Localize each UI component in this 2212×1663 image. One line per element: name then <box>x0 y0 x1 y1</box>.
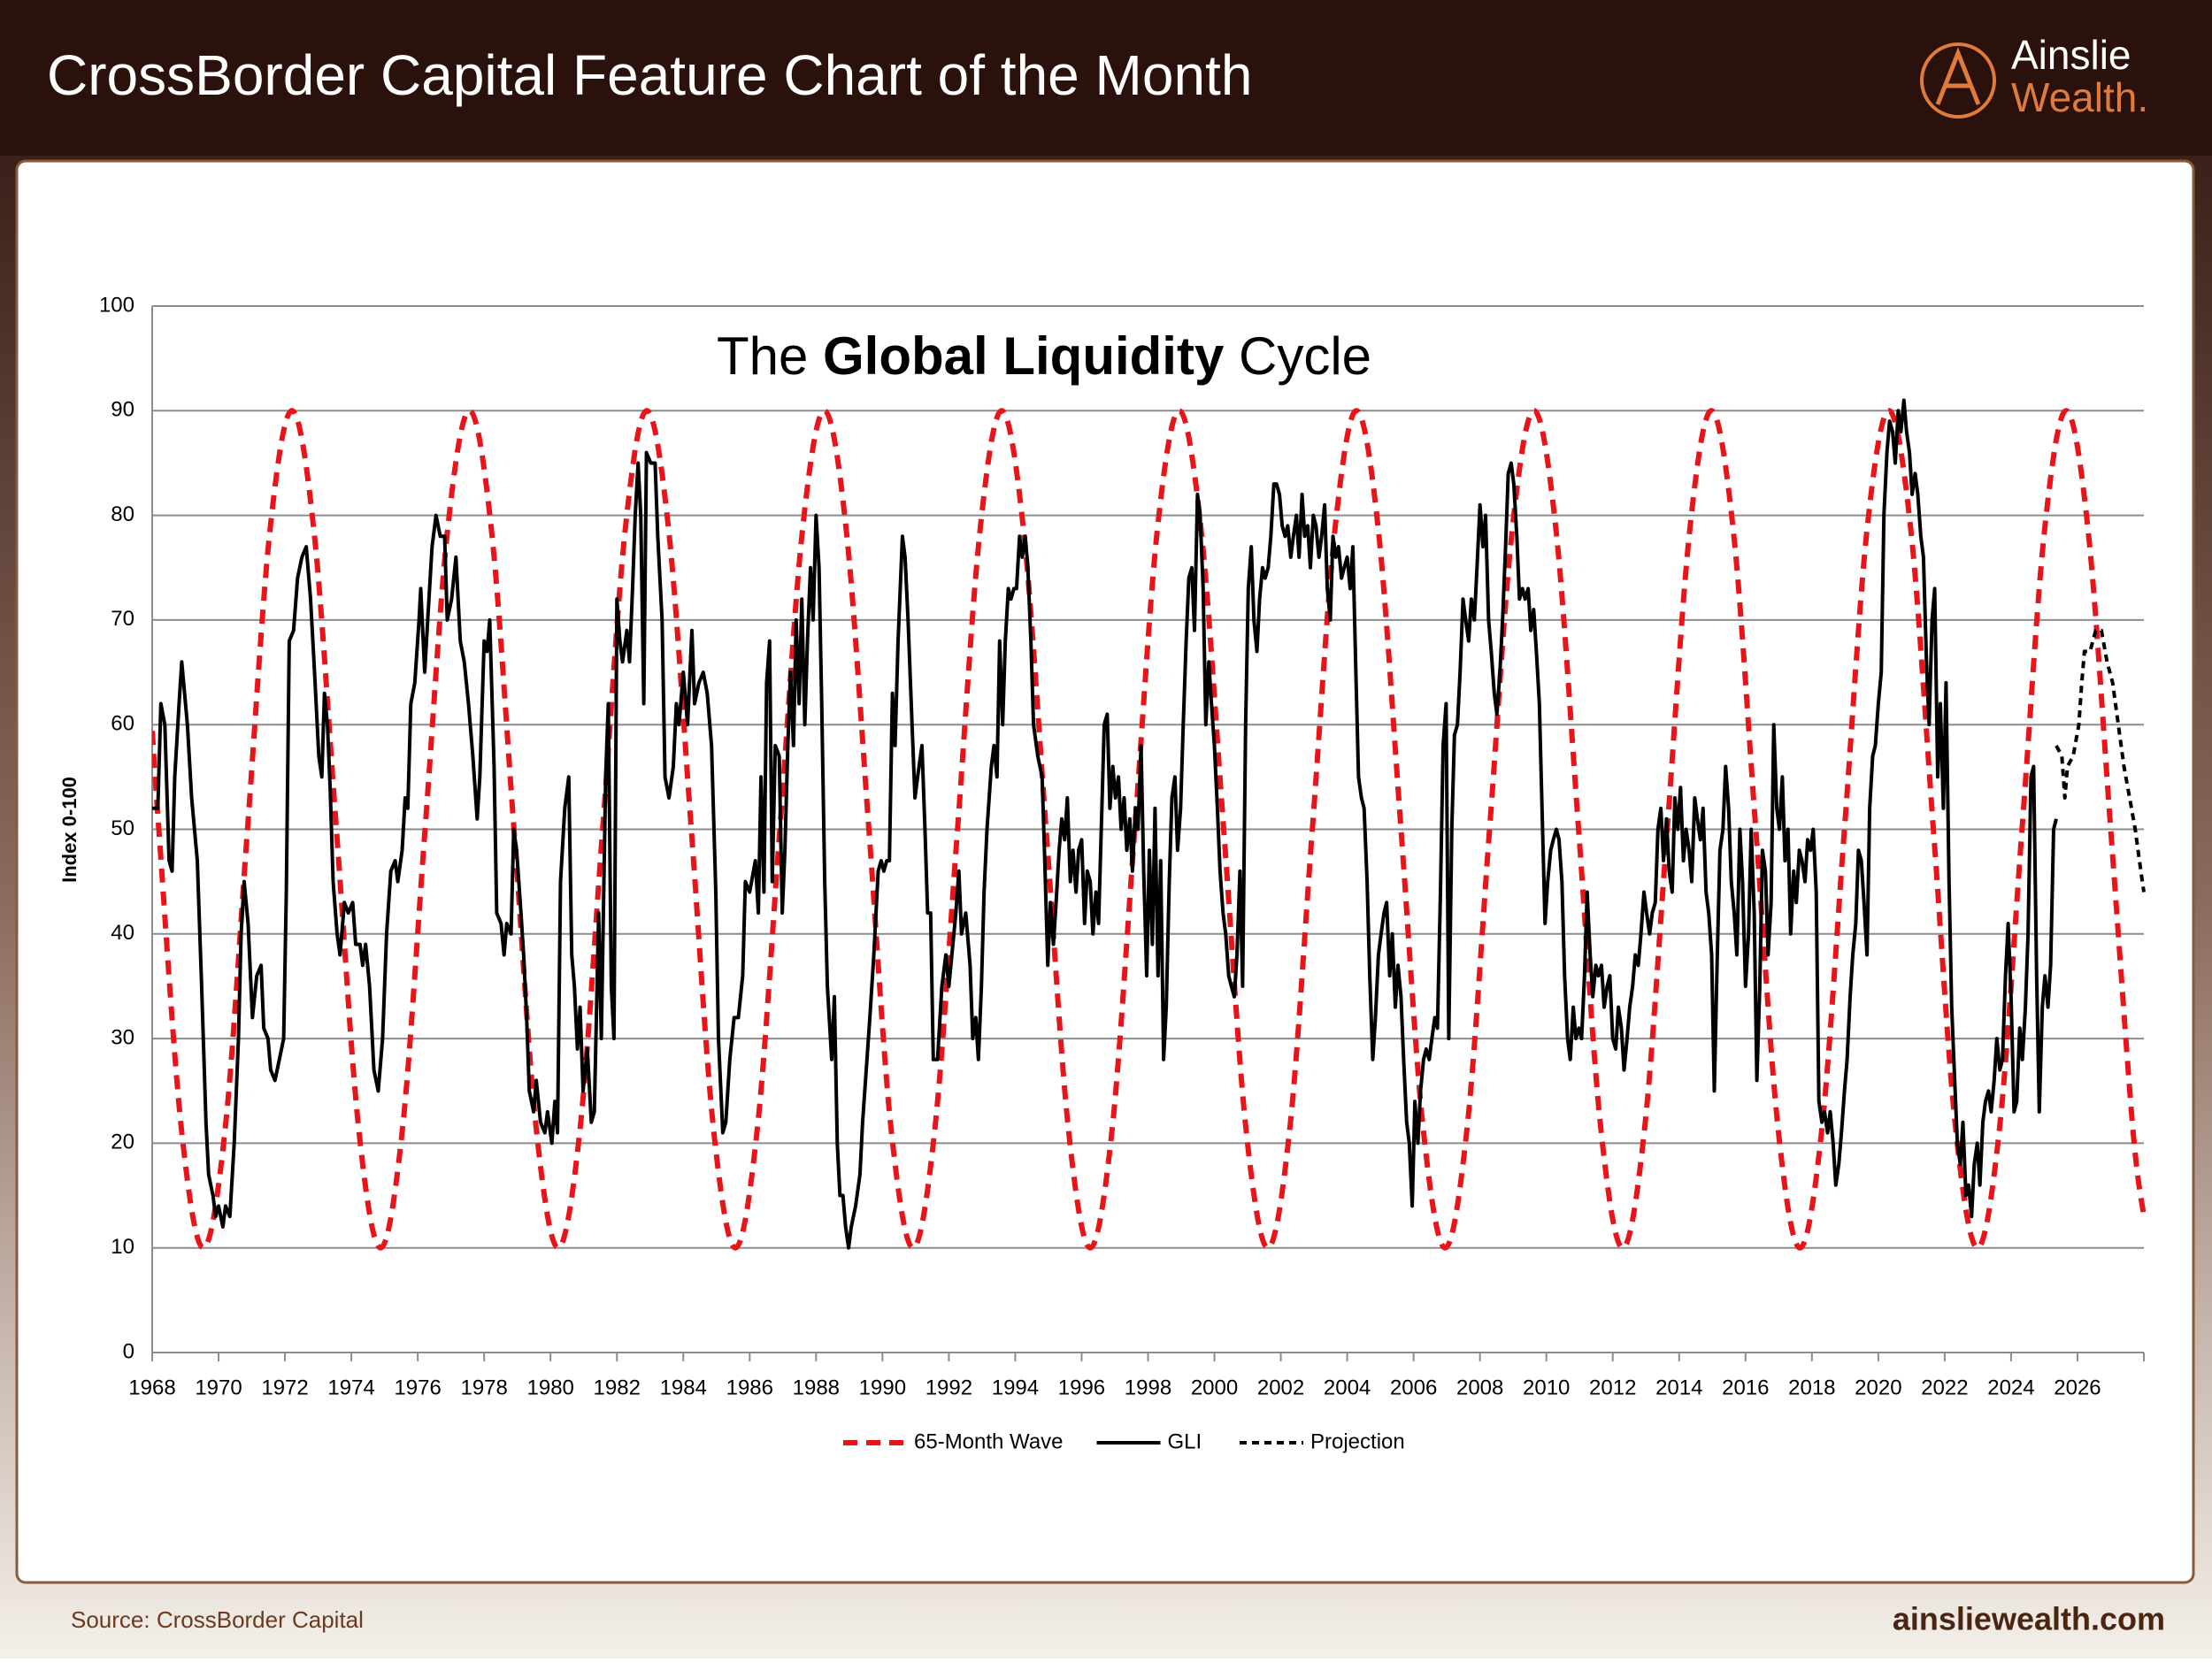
chart-card <box>15 159 2195 1584</box>
footer-source: Source: CrossBorder Capital <box>71 1606 364 1633</box>
x-tick-label: 2018 <box>1788 1376 1835 1399</box>
x-tick-label: 1990 <box>859 1376 906 1399</box>
x-tick-label: 1998 <box>1125 1376 1171 1399</box>
y-tick-label: 10 <box>111 1235 134 1259</box>
y-tick-label: 20 <box>111 1130 134 1154</box>
y-tick-label: 100 <box>99 293 134 317</box>
header-band <box>0 0 2212 156</box>
x-tick-label: 1994 <box>992 1376 1039 1399</box>
y-axis-label: Index 0-100 <box>58 777 81 883</box>
logo-ring <box>1920 42 1996 119</box>
legend: 65-Month Wave GLI Projection <box>843 1429 1405 1453</box>
x-tick-label: 1974 <box>327 1376 374 1399</box>
series-line <box>152 398 2058 1250</box>
x-tick-label: 2016 <box>1722 1376 1769 1399</box>
legend-label: 65-Month Wave <box>914 1429 1064 1453</box>
logo-a <box>1935 47 1981 105</box>
x-tick-label: 1984 <box>660 1376 707 1399</box>
x-tick-label: 2014 <box>1655 1376 1702 1399</box>
x-tick-label: 2008 <box>1456 1376 1503 1399</box>
x-tick-label: 2022 <box>1921 1376 1968 1399</box>
chart-title-part: Global Liquidity <box>823 326 1225 386</box>
legend-label: Projection <box>1310 1429 1405 1453</box>
y-tick-label: 70 <box>111 607 134 631</box>
y-tick-label: 60 <box>111 712 134 736</box>
chart-title: The Global Liquidity Cycle <box>717 326 1371 386</box>
series-line <box>2055 628 2146 893</box>
x-tick-label: 1996 <box>1058 1376 1105 1399</box>
series-line <box>152 408 2146 1251</box>
x-tick-label: 2024 <box>1987 1376 2034 1399</box>
x-tick-label: 1976 <box>394 1376 441 1399</box>
x-tick-label: 1988 <box>793 1376 840 1399</box>
x-tick-label: 2010 <box>1523 1376 1570 1399</box>
logo: Ainslie Wealth. <box>1920 32 2148 120</box>
x-tick-label: 2002 <box>1257 1376 1304 1399</box>
x-tick-label: 1980 <box>527 1376 574 1399</box>
header-title: CrossBorder Capital Feature Chart of the… <box>47 43 1252 107</box>
x-tick-label: 1982 <box>594 1376 641 1399</box>
y-tick-label: 40 <box>111 921 134 945</box>
logo-top: Ainslie <box>2011 32 2131 78</box>
y-tick-label: 90 <box>111 398 134 422</box>
legend-label: GLI <box>1168 1429 1202 1453</box>
y-tick-label: 50 <box>111 816 134 840</box>
plot: 0 10 20 30 40 50 60 70 80 90 100 1968 1970 1972 1974 19… <box>99 293 2146 1453</box>
y-tick-label: 0 <box>123 1339 134 1363</box>
x-tick-label: 1992 <box>926 1376 972 1399</box>
x-tick-label: 2006 <box>1390 1376 1437 1399</box>
x-tick-label: 1970 <box>195 1376 242 1399</box>
x-tick-label: 2026 <box>2054 1376 2101 1399</box>
footer-site: ainsliewealth.com <box>1893 1601 2165 1637</box>
x-tick-label: 2004 <box>1324 1376 1371 1399</box>
y-tick-label: 30 <box>111 1025 134 1049</box>
x-tick-label: 1972 <box>261 1376 308 1399</box>
logo-bottom: Wealth. <box>2011 74 2148 120</box>
x-tick-label: 2012 <box>1589 1376 1636 1399</box>
x-tick-label: 1978 <box>460 1376 507 1399</box>
y-tick-label: 80 <box>111 502 134 526</box>
x-tick-label: 2000 <box>1191 1376 1238 1399</box>
x-tick-label: 2020 <box>1855 1376 1901 1399</box>
chart-title-part: Cycle <box>1224 326 1371 386</box>
chart-title-part: The <box>717 326 823 386</box>
x-tick-label: 1968 <box>128 1376 175 1399</box>
x-tick-label: 1986 <box>726 1376 773 1399</box>
